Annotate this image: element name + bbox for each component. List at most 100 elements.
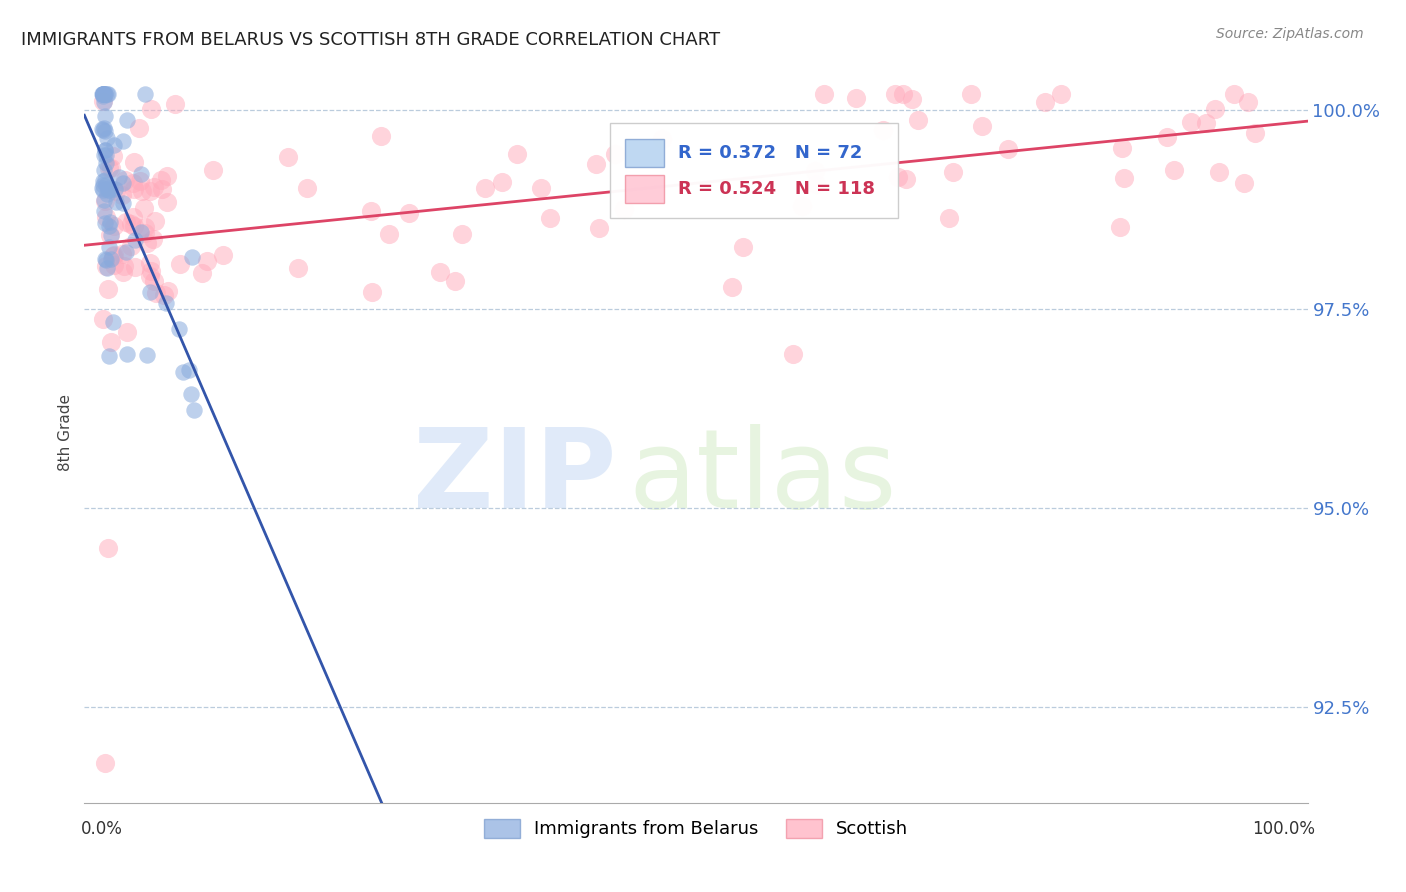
Point <box>613 202 636 216</box>
Point <box>91 173 114 187</box>
Point <box>93 124 115 138</box>
Point <box>105 194 128 209</box>
Point <box>942 165 965 179</box>
Point <box>370 128 392 143</box>
Point <box>93 163 115 178</box>
Point <box>97 541 120 555</box>
Point <box>104 184 127 198</box>
Point <box>91 89 114 103</box>
Point <box>883 87 905 102</box>
Point <box>1109 220 1132 235</box>
Point <box>845 91 868 105</box>
Point <box>117 325 139 339</box>
Point <box>91 87 114 102</box>
Point <box>97 240 120 254</box>
Point <box>277 150 299 164</box>
Point <box>135 236 157 251</box>
Point <box>115 245 138 260</box>
Point <box>872 122 894 136</box>
Point <box>91 87 114 102</box>
Point <box>93 144 115 158</box>
Point <box>181 250 204 264</box>
Point <box>103 219 125 234</box>
Point <box>145 285 167 300</box>
Point <box>900 92 922 106</box>
Point <box>100 161 122 175</box>
Point <box>398 206 420 220</box>
Point <box>111 187 134 202</box>
Point <box>295 181 318 195</box>
Text: 100.0%: 100.0% <box>1253 821 1316 838</box>
Point <box>108 170 131 185</box>
Point <box>97 349 120 363</box>
Point <box>93 87 115 102</box>
Point <box>651 132 673 146</box>
Point <box>96 178 118 192</box>
Point <box>191 266 214 280</box>
Y-axis label: 8th Grade: 8th Grade <box>58 394 73 471</box>
Point <box>91 312 114 326</box>
FancyBboxPatch shape <box>626 175 664 203</box>
Point <box>134 87 156 102</box>
Point <box>1195 116 1218 130</box>
Point <box>721 280 744 294</box>
Point <box>97 183 120 197</box>
Point <box>378 227 401 241</box>
Point <box>605 147 627 161</box>
Point <box>142 275 165 289</box>
Point <box>94 216 117 230</box>
Point <box>451 227 474 241</box>
Point <box>1111 141 1133 155</box>
Point <box>114 215 136 229</box>
Point <box>122 176 145 190</box>
Point <box>111 247 134 261</box>
Point <box>94 173 117 187</box>
Point <box>112 176 135 190</box>
Point <box>103 258 125 272</box>
Point <box>1223 87 1246 102</box>
Point <box>93 143 115 157</box>
Text: 0.0%: 0.0% <box>82 821 124 838</box>
Point <box>94 156 117 170</box>
Point <box>93 252 115 266</box>
Point <box>112 134 135 148</box>
Point <box>91 87 114 102</box>
Point <box>91 94 114 108</box>
Point <box>96 260 118 275</box>
Point <box>149 172 172 186</box>
Point <box>94 756 117 770</box>
Point <box>91 87 114 102</box>
Point <box>97 219 120 233</box>
FancyBboxPatch shape <box>626 138 664 167</box>
Text: atlas: atlas <box>628 424 897 531</box>
Point <box>98 180 121 194</box>
Text: IMMIGRANTS FROM BELARUS VS SCOTTISH 8TH GRADE CORRELATION CHART: IMMIGRANTS FROM BELARUS VS SCOTTISH 8TH … <box>21 31 720 49</box>
Point <box>172 365 194 379</box>
Point <box>474 180 496 194</box>
Point <box>1156 130 1178 145</box>
Point <box>91 181 114 195</box>
Point <box>121 217 143 231</box>
Point <box>93 87 115 102</box>
Point <box>131 185 153 199</box>
Point <box>138 285 160 299</box>
Point <box>153 288 176 302</box>
Point <box>360 204 382 219</box>
Point <box>97 183 120 197</box>
Point <box>1114 171 1136 186</box>
Point <box>891 87 914 102</box>
Point <box>100 252 122 267</box>
Point <box>103 248 125 262</box>
Point <box>139 255 162 269</box>
Point <box>96 282 118 296</box>
Point <box>134 201 156 215</box>
Point <box>169 257 191 271</box>
Point <box>96 148 118 162</box>
Point <box>115 112 138 127</box>
Point <box>93 204 115 219</box>
Point <box>1233 177 1256 191</box>
Point <box>803 164 825 178</box>
Point <box>143 214 166 228</box>
Point <box>1243 126 1265 140</box>
Point <box>907 113 929 128</box>
